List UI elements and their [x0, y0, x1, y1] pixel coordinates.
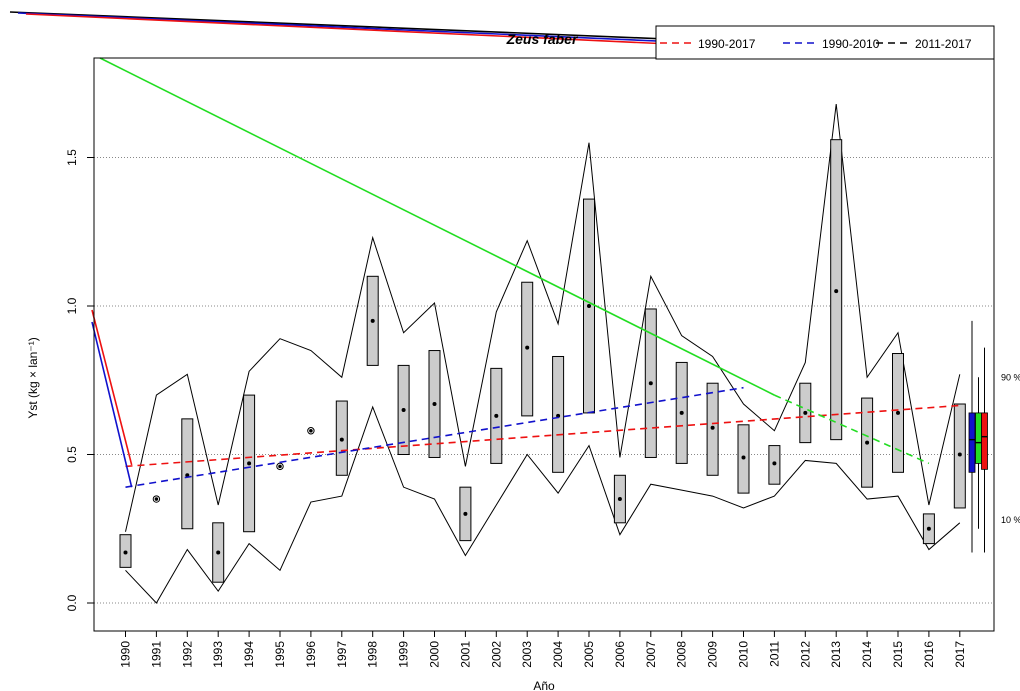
summary-box: [981, 412, 988, 470]
percentile-labels: 90 % 10 %: [1001, 372, 1020, 525]
trend-lines: [125, 386, 960, 488]
lower-envelope-line: [125, 405, 961, 604]
legend-entries: 1990-2017 1990-2010 2011-2017: [660, 37, 972, 51]
percentile-label: 90 %: [1001, 372, 1020, 382]
x-tick-label: 1998: [366, 641, 380, 668]
median-dot: [370, 318, 375, 323]
median-dot: [710, 425, 715, 430]
green-sweep-line: [99, 57, 775, 396]
red-sweep-line: [25, 13, 671, 45]
legend-label: 2011-2017: [915, 37, 972, 51]
median-dot: [741, 455, 746, 460]
x-tick-label: 2016: [922, 641, 936, 668]
x-tick-label: 1994: [242, 641, 256, 668]
median-dot: [339, 437, 344, 442]
x-tick-label: 2013: [829, 641, 843, 668]
x-tick-label: 1997: [335, 641, 349, 668]
x-tick-label: 2014: [860, 641, 874, 668]
x-tick-label: 1995: [273, 641, 287, 668]
median-dot: [123, 550, 128, 555]
x-tick-label: 2008: [675, 641, 689, 668]
median-dot: [587, 304, 591, 308]
x-tick-label: 1996: [304, 641, 318, 668]
x-tick-label: 2011: [767, 641, 781, 667]
median-dot: [865, 440, 870, 445]
chart-title: Zeus faber: [506, 31, 579, 47]
red-drop-line: [91, 309, 133, 466]
plot-frame: [93, 57, 995, 632]
blue-sweep-line: [17, 12, 681, 43]
median-dot: [648, 381, 653, 386]
black-sweep-line: [9, 11, 691, 41]
median-dot: [834, 289, 839, 294]
median-dot: [309, 428, 313, 433]
median-dot: [401, 407, 406, 412]
x-tick-label: 1990: [119, 641, 133, 668]
x-tick-label: 2005: [582, 641, 596, 668]
x-tick-label: 2003: [520, 641, 534, 668]
percentile-label: 10 %: [1001, 515, 1020, 525]
median-dot: [957, 452, 962, 457]
x-tick-label: 2001: [458, 641, 472, 668]
median-dot: [216, 550, 221, 555]
median-dot: [154, 497, 159, 501]
legend-frame: [655, 25, 995, 60]
x-tick-label: 2000: [428, 641, 442, 668]
median-dot: [803, 410, 808, 415]
x-tick-label: 2015: [891, 641, 905, 668]
median-dot: [926, 526, 931, 531]
y-tick-label: 0.0: [65, 594, 79, 611]
x-tick-label: 2007: [644, 641, 658, 668]
x-axis-title: Año: [533, 679, 555, 691]
x-tick-label: 2002: [489, 641, 503, 668]
x-tick-label: 1992: [180, 641, 194, 668]
median-dot: [772, 461, 777, 466]
legend-box: 1990-2017 1990-2010 2011-2017: [655, 25, 995, 60]
x-tick-label: 2017: [953, 641, 967, 668]
median-dot: [432, 402, 437, 407]
x-tick-label: 2006: [613, 641, 627, 668]
x-tick-label: 2009: [706, 641, 720, 668]
legend-label: 1990-2017: [698, 37, 756, 51]
summary-box: [975, 412, 982, 464]
x-tick-label: 1999: [397, 641, 411, 668]
summary-box: [968, 412, 976, 473]
median-dot: [463, 511, 468, 516]
y-tick-label: 1.0: [65, 297, 79, 314]
x-tick-label: 2012: [798, 641, 812, 668]
median-dot: [494, 413, 499, 418]
blue-drop-line: [91, 321, 133, 488]
median-dot: [896, 410, 900, 415]
y-tick-label: 1.5: [65, 149, 79, 166]
x-tick-label: 2004: [551, 641, 565, 668]
legend-label: 1990-2010: [822, 37, 880, 51]
x-tick-label: 1991: [149, 641, 163, 668]
median-dot: [278, 464, 282, 469]
upper-envelope-line: [125, 103, 961, 532]
envelope-lines: [125, 103, 961, 604]
median-dot: [525, 345, 530, 350]
x-tick-label: 1993: [211, 641, 225, 668]
y-tick-label: 0.5: [65, 446, 79, 463]
x-axis: 1990 1991 1992 1993 1994 1995 1996 1997 1998 1999…: [119, 631, 967, 668]
summary-boxes: [968, 320, 988, 553]
x-tick-label: 2010: [737, 641, 751, 668]
grid-lines: [94, 157, 994, 604]
y-axis-title: Yst (kg × lan⁻¹): [26, 337, 40, 418]
trend-line: [125, 386, 744, 488]
legend-sweep-lines: [9, 11, 775, 488]
median-dot: [679, 410, 684, 415]
median-dot: [247, 461, 252, 466]
trend-line: [774, 394, 930, 465]
y-axis: 0.0 0.5 1.0 1.5: [65, 149, 94, 611]
year-boxes: [119, 139, 966, 583]
median-dot: [617, 497, 622, 502]
